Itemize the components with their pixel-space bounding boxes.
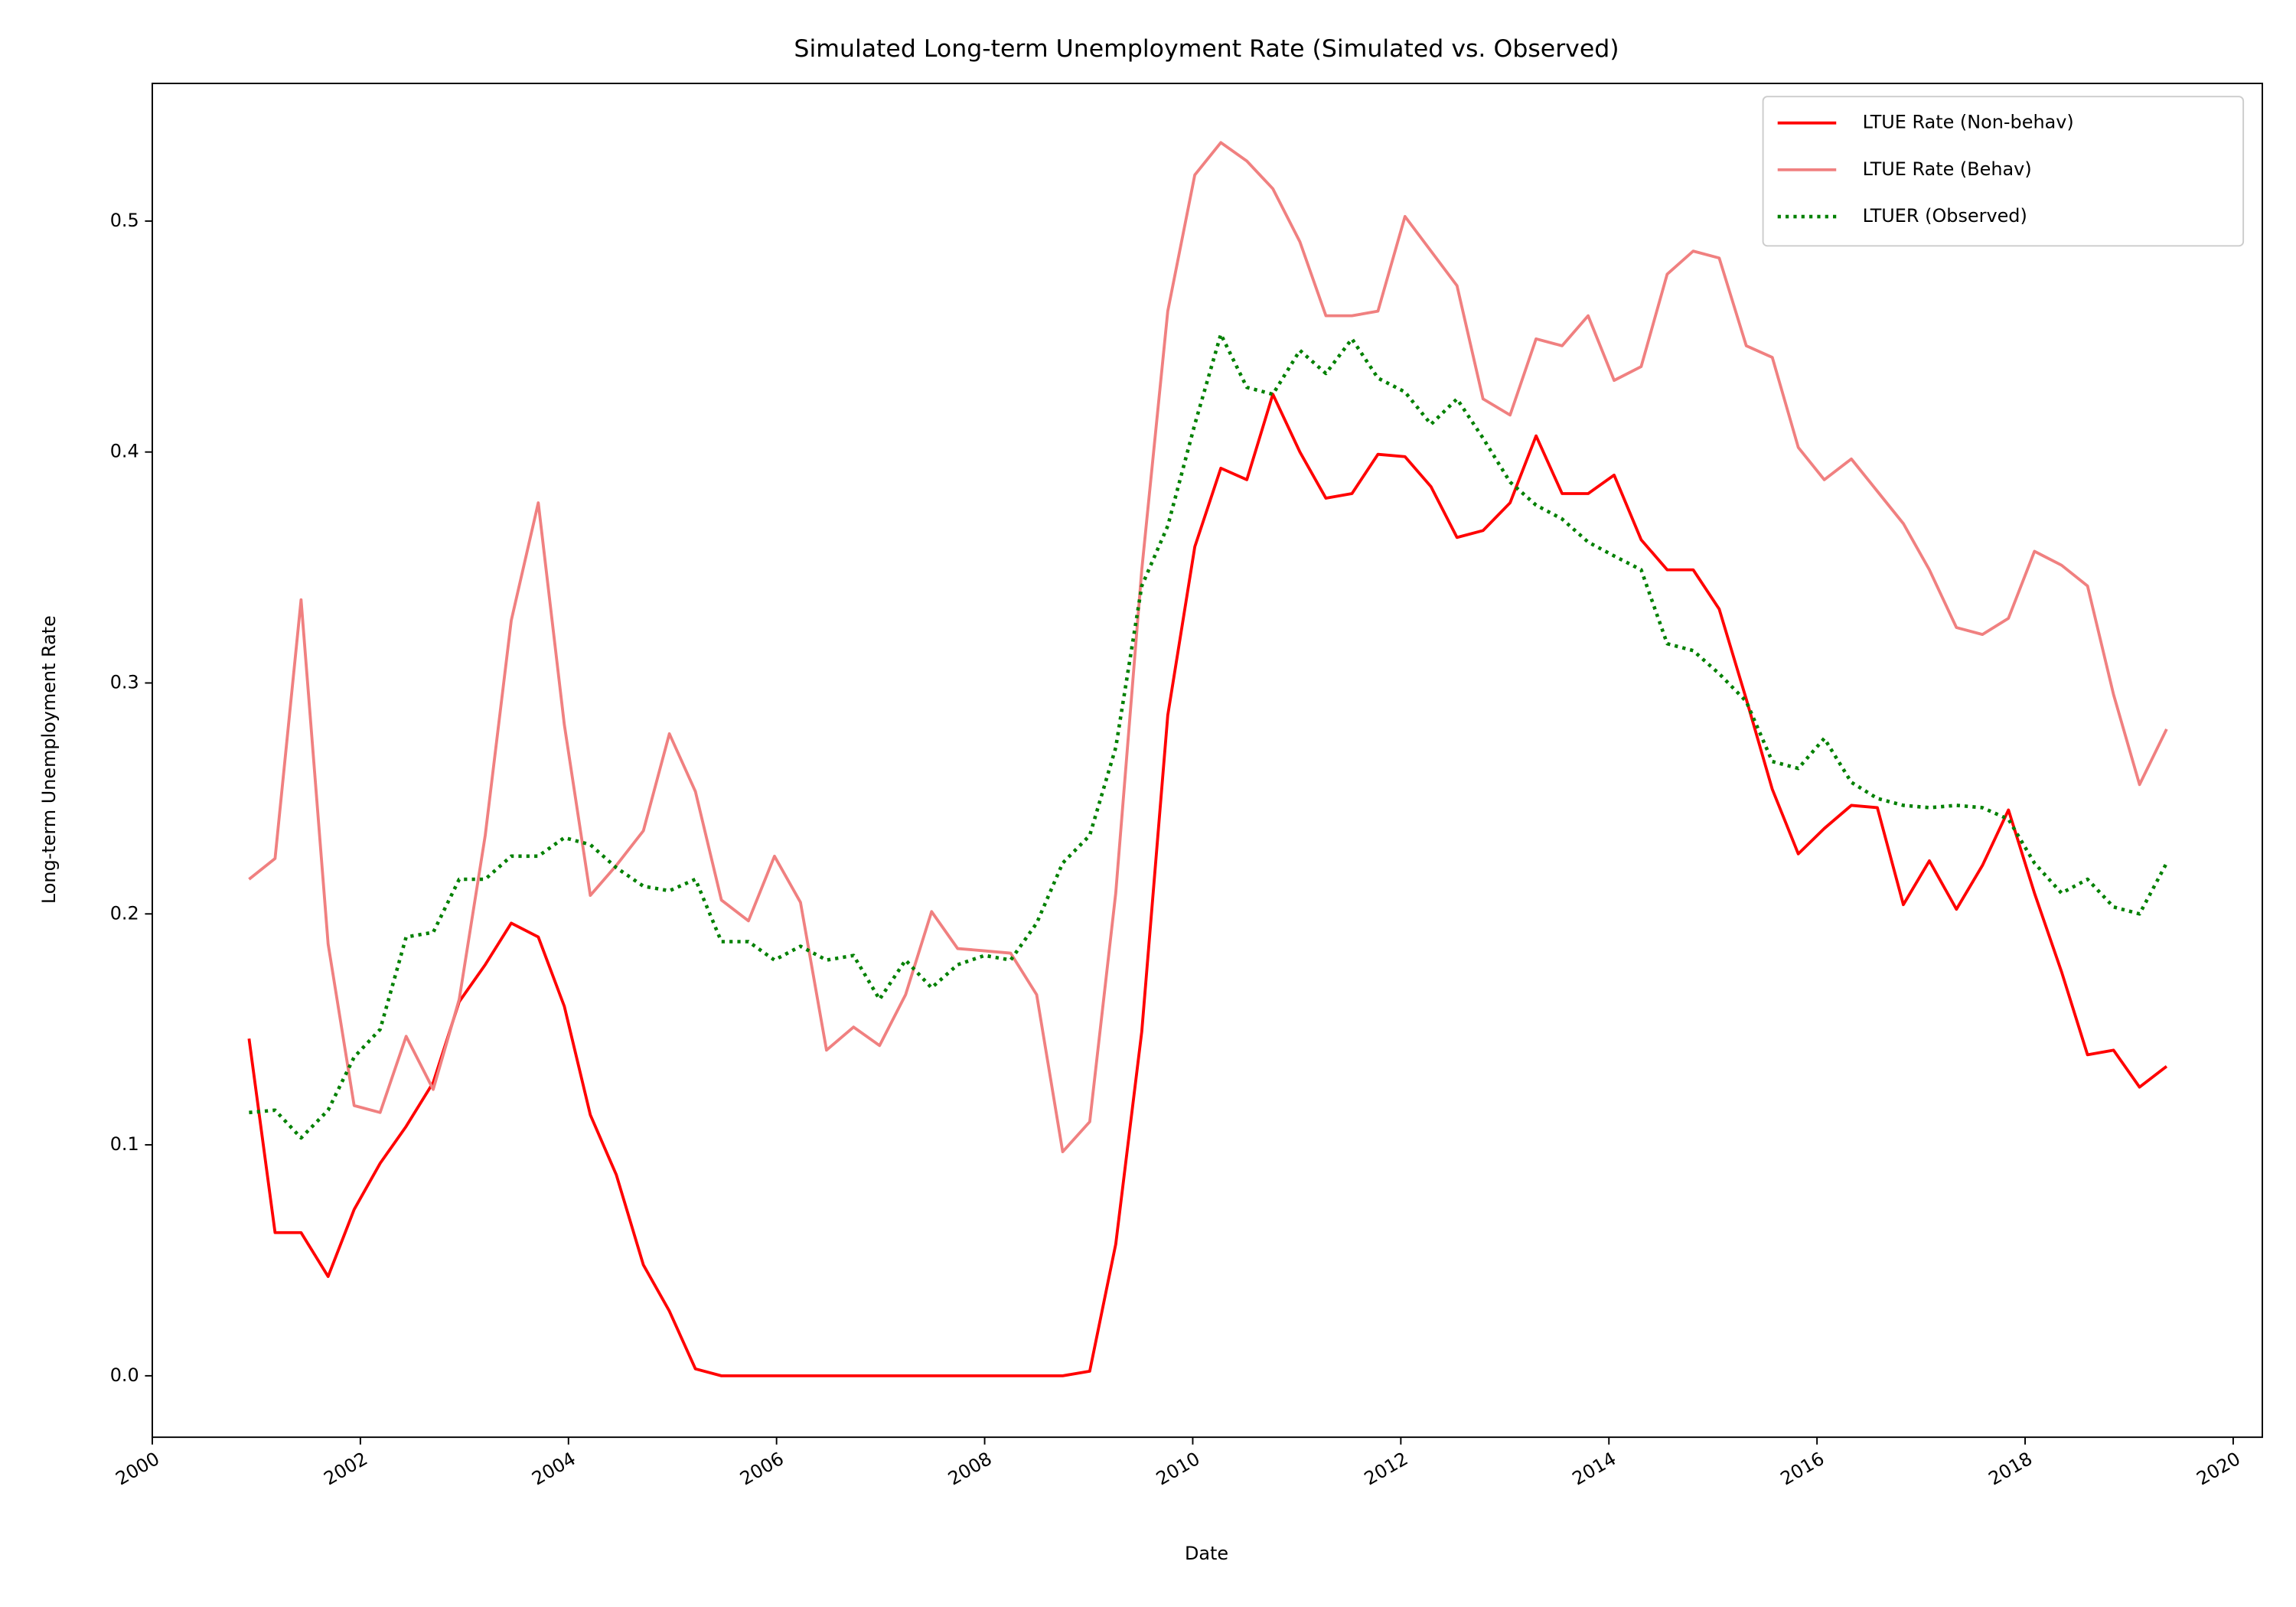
plot-frame xyxy=(152,83,2263,1439)
chart-title: Simulated Long-term Unemployment Rate (S… xyxy=(794,35,1619,63)
legend-box xyxy=(1762,96,2245,247)
y-tick-label: 0.3 xyxy=(110,671,139,693)
legend-label: LTUER (Observed) xyxy=(1863,205,2027,227)
y-tick-label: 0.0 xyxy=(110,1364,139,1386)
plot-lines xyxy=(247,141,2168,1377)
legend-label: LTUE Rate (Behav) xyxy=(1863,158,2032,180)
series-line xyxy=(247,393,2168,1377)
y-tick-label: 0.4 xyxy=(110,441,139,462)
series-line xyxy=(248,141,2168,1154)
legend: LTUE Rate (Non-behav) LTUE Rate (Behav) LT… xyxy=(1762,96,2245,247)
y-tick-label: 0.2 xyxy=(110,902,139,924)
y-tick-label: 0.1 xyxy=(110,1133,139,1155)
y-tick-label: 0.5 xyxy=(110,210,139,231)
legend-label: LTUE Rate (Non-behav) xyxy=(1863,112,2074,133)
series-line xyxy=(249,332,2168,1140)
y-axis-label: Long-term Unemployment Rate xyxy=(38,615,60,904)
x-axis-label: Date xyxy=(1185,1543,1228,1564)
